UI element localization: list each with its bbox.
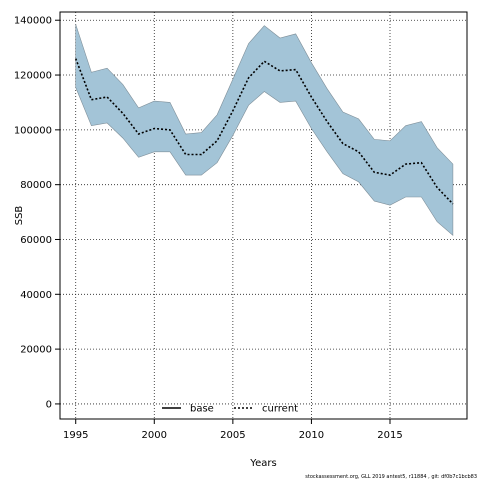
y-tick-label: 140000 <box>14 16 52 27</box>
x-tick-label: 2000 <box>142 430 167 441</box>
y-tick-label: 60000 <box>20 235 52 246</box>
legend: base current <box>162 404 298 415</box>
legend-current-label: current <box>262 404 298 415</box>
y-tick-label: 80000 <box>20 180 52 191</box>
y-tick-label: 20000 <box>20 345 52 356</box>
y-tick-label: 0 <box>46 399 52 410</box>
y-tick-label: 100000 <box>14 125 52 136</box>
plot-frame <box>59 11 468 420</box>
axis-ticks: 1995 2000 2005 2010 2015 0 20000 40000 60000 8000… <box>14 16 403 441</box>
footnote: stockassessment.org, GLL 2019 antest5, r… <box>305 474 477 480</box>
x-tick-label: 1995 <box>63 430 88 441</box>
x-tick-label: 2010 <box>299 430 324 441</box>
y-axis-label: SSB <box>14 206 25 226</box>
x-tick-label: 2015 <box>377 430 402 441</box>
x-tick-label: 2005 <box>220 430 245 441</box>
series-line-current <box>74 58 454 205</box>
x-axis-label: Years <box>249 458 276 469</box>
legend-base-label: base <box>190 404 214 415</box>
y-tick-label: 40000 <box>20 290 52 301</box>
y-tick-label: 120000 <box>14 71 52 82</box>
